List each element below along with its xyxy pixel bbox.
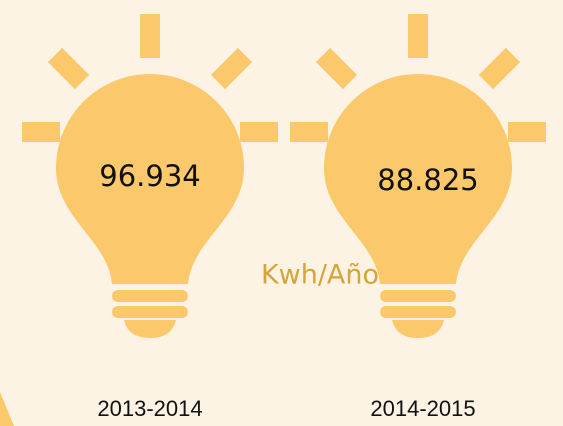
bulbs: 96.934 2013-2014 88.825 2014-2015 xyxy=(22,14,546,421)
period-label: 2013-2014 xyxy=(97,396,202,421)
bulb-base xyxy=(380,306,456,318)
unit-label: Kwh/Año xyxy=(261,260,379,291)
bulb-cap xyxy=(392,320,444,338)
bulb-glass xyxy=(324,74,512,284)
bulb-cap xyxy=(124,320,176,338)
bulb: 96.934 2013-2014 xyxy=(22,14,278,421)
bulb-glass xyxy=(56,74,244,284)
value-label: 88.825 xyxy=(377,163,478,197)
bulb-base xyxy=(380,290,456,302)
light-ray xyxy=(47,47,90,90)
corner-shape xyxy=(0,392,14,426)
light-ray xyxy=(210,47,253,90)
value-label: 96.934 xyxy=(99,159,200,193)
bulb-base xyxy=(112,290,188,302)
bulb-base xyxy=(112,306,188,318)
light-ray xyxy=(315,47,358,90)
light-ray xyxy=(478,47,521,90)
bulb: 88.825 2014-2015 xyxy=(290,14,546,421)
period-label: 2014-2015 xyxy=(370,396,475,421)
